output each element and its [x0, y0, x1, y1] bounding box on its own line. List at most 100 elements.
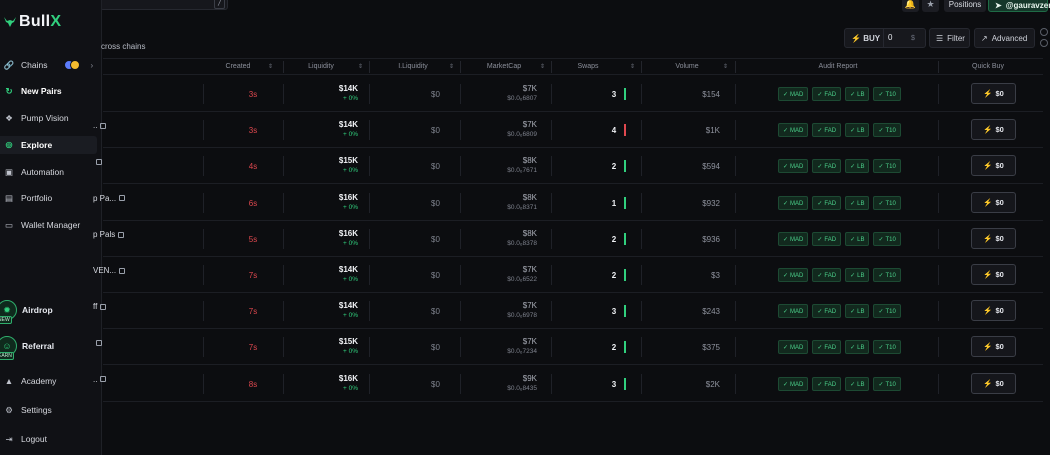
- audit-pill[interactable]: ✓ LB: [845, 195, 870, 210]
- token-name[interactable]: ff: [93, 302, 107, 311]
- audit-pill[interactable]: ✓ T10: [873, 123, 901, 138]
- referral-promo[interactable]: ☺EARN Referral: [0, 334, 97, 360]
- sort-icon[interactable]: ⇕: [358, 64, 364, 70]
- token-name[interactable]: ..: [93, 121, 107, 130]
- quick-buy-button[interactable]: ⚡ $0: [971, 83, 1016, 104]
- audit-pill[interactable]: ✓ LB: [845, 123, 870, 138]
- audit-pill[interactable]: ✓ T10: [873, 87, 901, 101]
- audit-pill[interactable]: ✓ MAD: [778, 376, 809, 391]
- search-input[interactable]: [100, 0, 228, 10]
- quick-buy-button[interactable]: ⚡ $0: [971, 227, 1016, 249]
- panel-toggles[interactable]: [1040, 28, 1048, 50]
- audit-pill[interactable]: ✓ FAD: [812, 304, 842, 319]
- copy-icon[interactable]: [100, 376, 107, 383]
- audit-pill[interactable]: ✓ FAD: [812, 376, 842, 391]
- audit-pill[interactable]: ✓ FAD: [812, 195, 842, 210]
- audit-pill[interactable]: ✓ FAD: [812, 340, 842, 355]
- advanced-button[interactable]: ↗ Advanced: [974, 28, 1035, 48]
- table-row[interactable]: 4s $15K + 0% $0 $8K $0.0₆7671 2 $594 ✓ MAD ✓ FAD ✓ LB…: [96, 148, 1043, 185]
- audit-pill[interactable]: ✓ FAD: [812, 268, 842, 282]
- audit-pill[interactable]: ✓ MAD: [778, 268, 809, 282]
- sidebar-item-new-pairs[interactable]: ↻ New Pairs: [0, 82, 102, 100]
- token-name[interactable]: ..: [93, 375, 107, 384]
- copy-icon[interactable]: [100, 123, 107, 130]
- audit-pill[interactable]: ✓ T10: [873, 195, 901, 210]
- audit-pill[interactable]: ✓ MAD: [778, 231, 809, 246]
- audit-pill[interactable]: ✓ FAD: [812, 231, 842, 246]
- table-row[interactable]: .. 3s $14K + 0% $0 $7K $0.0₆6809 4 $1K ✓ MAD ✓ FAD ✓ L…: [93, 112, 1043, 149]
- header-created[interactable]: Created: [225, 63, 251, 70]
- token-name[interactable]: p Pa...: [93, 194, 126, 203]
- sidebar-item-wallet-manager[interactable]: ▭ Wallet Manager: [0, 216, 102, 234]
- audit-pill[interactable]: ✓ T10: [873, 376, 901, 391]
- quick-buy-button[interactable]: ⚡ $0: [971, 264, 1016, 285]
- table-row[interactable]: ff 7s $14K + 0% $0 $7K $0.0₆6978 3 $243 ✓ MAD ✓ FAD ✓…: [93, 293, 1043, 330]
- table-row[interactable]: 7s $15K + 0% $0 $7K $0.0₆7234 2 $375 ✓ MAD ✓ FAD ✓ LB…: [96, 329, 1043, 366]
- quick-buy-button[interactable]: ⚡ $0: [971, 300, 1016, 322]
- header-volume[interactable]: Volume: [675, 63, 699, 70]
- token-name[interactable]: p Pals: [93, 230, 125, 239]
- sidebar-item-automation[interactable]: ▣ Automation: [0, 163, 102, 181]
- audit-pill[interactable]: ✓ FAD: [812, 87, 842, 101]
- quick-buy-button[interactable]: ⚡ $0: [971, 119, 1016, 141]
- audit-pill[interactable]: ✓ LB: [845, 340, 870, 355]
- quick-buy-button[interactable]: ⚡ $0: [971, 155, 1016, 177]
- quick-buy-button[interactable]: ⚡ $0: [971, 372, 1016, 394]
- sort-icon[interactable]: ⇕: [449, 64, 455, 70]
- sort-icon[interactable]: ⇕: [540, 64, 546, 70]
- audit-pill[interactable]: ✓ LB: [845, 159, 870, 174]
- table-row[interactable]: p Pals 5s $16K + 0% $0 $8K $0.0₆8378 2 $936 ✓ MAD ✓…: [93, 221, 1043, 257]
- audit-pill[interactable]: ✓ T10: [873, 231, 901, 246]
- audit-pill[interactable]: ✓ MAD: [778, 123, 809, 138]
- circle-toggle-icon[interactable]: [1040, 28, 1048, 36]
- audit-pill[interactable]: ✓ MAD: [778, 159, 809, 174]
- header-marketcap[interactable]: MarketCap: [486, 63, 522, 70]
- audit-pill[interactable]: ✓ MAD: [778, 340, 809, 355]
- sidebar-item-logout[interactable]: ⇥ Logout: [0, 430, 102, 448]
- audit-pill[interactable]: ✓ LB: [845, 376, 870, 391]
- star-icon[interactable]: ★: [922, 0, 939, 12]
- user-account-button[interactable]: ➤ @gauravzen: [988, 0, 1050, 12]
- sort-icon[interactable]: ⇕: [630, 64, 636, 70]
- copy-icon[interactable]: [119, 195, 126, 202]
- copy-icon[interactable]: [96, 340, 102, 347]
- copy-icon[interactable]: [100, 304, 107, 311]
- audit-pill[interactable]: ✓ LB: [845, 304, 870, 319]
- sidebar-item-portfolio[interactable]: ▤ Portfolio: [0, 189, 102, 207]
- quick-buy-button[interactable]: ⚡ $0: [971, 191, 1016, 213]
- table-row[interactable]: VEN... 7s $14K + 0% $0 $7K $0.0₆6522 2 $3 ✓ MAD ✓ FA…: [93, 257, 1043, 293]
- header-swaps[interactable]: Swaps: [577, 63, 599, 70]
- copy-icon[interactable]: [96, 159, 102, 166]
- sidebar-item-explore[interactable]: ⦾ Explore: [0, 136, 97, 154]
- airdrop-promo[interactable]: ✹NEW Airdrop: [0, 298, 97, 324]
- token-name[interactable]: [93, 338, 102, 347]
- audit-pill[interactable]: ✓ T10: [873, 159, 901, 174]
- quick-buy-amount-box[interactable]: ⚡ BUY 0 $: [844, 28, 926, 48]
- bell-icon[interactable]: 🔔: [902, 0, 919, 12]
- logo[interactable]: BullX: [3, 13, 61, 31]
- sort-icon[interactable]: ⇕: [268, 64, 274, 70]
- audit-pill[interactable]: ✓ T10: [873, 340, 901, 355]
- header-iliquidity[interactable]: I.Liquidity: [398, 63, 428, 70]
- chain-selector[interactable]: [64, 60, 81, 70]
- sidebar-item-chains[interactable]: 🔗 Chains ›: [0, 56, 102, 74]
- sidebar-item-academy[interactable]: ▲ Academy: [0, 372, 102, 390]
- table-row[interactable]: .. 8s $16K + 0% $0 $9K $0.0₆8435 3 $2K ✓ MAD ✓ FAD ✓ L…: [93, 366, 1043, 402]
- audit-pill[interactable]: ✓ LB: [845, 268, 870, 282]
- sidebar-item-pump-vision[interactable]: ❖ Pump Vision: [0, 109, 102, 127]
- audit-pill[interactable]: ✓ FAD: [812, 123, 842, 138]
- audit-pill[interactable]: ✓ LB: [845, 231, 870, 246]
- audit-pill[interactable]: ✓ MAD: [778, 87, 809, 101]
- table-row[interactable]: 3s $14K + 0% $0 $7K $0.0₆6807 3 $154 ✓ MAD ✓ FAD ✓ LB…: [103, 76, 1043, 112]
- table-row[interactable]: p Pa... 6s $16K + 0% $0 $8K $0.0₆8371 1 $932 ✓ MAD…: [93, 185, 1043, 221]
- quick-buy-button[interactable]: ⚡ $0: [971, 336, 1016, 358]
- header-liquidity[interactable]: Liquidity: [308, 63, 334, 70]
- copy-icon[interactable]: [118, 231, 125, 238]
- token-name[interactable]: VEN...: [93, 266, 126, 275]
- positions-button[interactable]: Positions: [944, 0, 986, 12]
- audit-pill[interactable]: ✓ T10: [873, 304, 901, 319]
- token-name[interactable]: [93, 157, 102, 166]
- audit-pill[interactable]: ✓ FAD: [812, 159, 842, 174]
- sidebar-item-settings[interactable]: ⚙ Settings: [0, 401, 102, 419]
- filter-button[interactable]: ☰ Filter: [929, 28, 970, 48]
